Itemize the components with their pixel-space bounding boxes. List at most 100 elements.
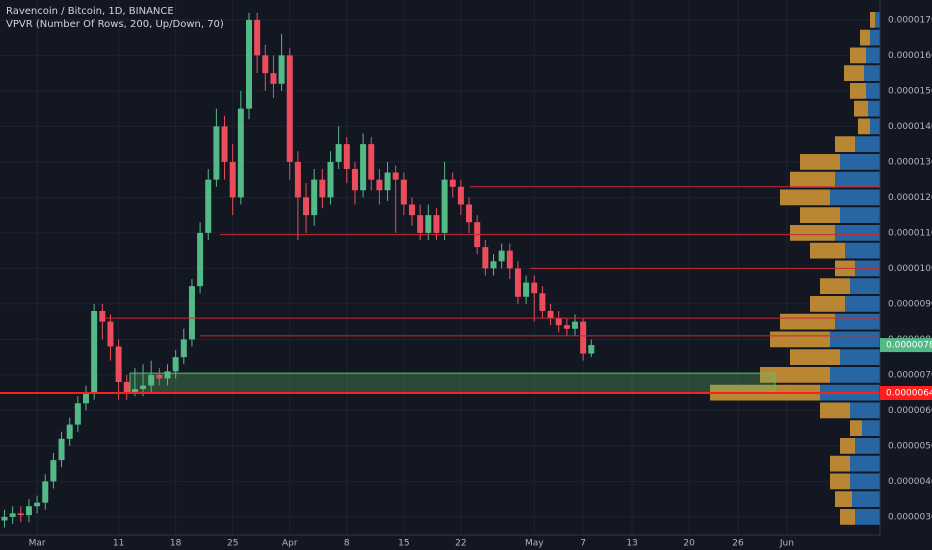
candle-body	[286, 55, 293, 162]
profile-down	[810, 242, 845, 259]
candle-body	[131, 389, 138, 393]
profile-down	[800, 154, 840, 170]
candle-body	[254, 19, 261, 56]
x-tick-label: 18	[170, 539, 182, 549]
candle-body	[506, 250, 513, 269]
profile-up	[866, 83, 880, 99]
candle-body	[588, 345, 595, 354]
profile-up	[868, 100, 880, 117]
price-tag-label: 0.00000649	[886, 388, 932, 398]
y-tick-label: 0.00001100	[888, 228, 932, 238]
y-tick-label: 0.00001200	[888, 193, 932, 203]
profile-up	[835, 225, 880, 241]
candle-body	[34, 502, 41, 507]
candle-body	[74, 403, 81, 425]
candle-body	[172, 357, 179, 372]
profile-down	[850, 47, 866, 64]
candle-body	[148, 374, 155, 386]
candle-body	[123, 381, 130, 393]
profile-down	[835, 491, 852, 508]
candle-body	[91, 310, 98, 393]
x-tick-label: 25	[227, 539, 238, 549]
profile-up	[850, 455, 880, 472]
candle-body	[311, 179, 318, 216]
x-tick-label: 7	[580, 539, 586, 549]
y-tick-label: 0.00000900	[888, 299, 932, 309]
candle-body	[433, 215, 440, 233]
profile-up	[830, 189, 880, 206]
candle-body	[140, 385, 147, 390]
profile-down	[820, 402, 850, 419]
candle-body	[9, 513, 16, 517]
profile-down	[835, 136, 855, 153]
profile-down	[870, 12, 875, 28]
candle-body	[164, 371, 171, 379]
candle-body	[188, 286, 195, 340]
profile-down	[840, 509, 855, 525]
profile-up	[850, 278, 880, 295]
profile-down	[790, 171, 835, 188]
candle-body	[531, 282, 538, 294]
candle-body	[58, 438, 65, 461]
candle-body	[392, 172, 399, 180]
x-tick-label: Apr	[282, 539, 298, 549]
profile-down	[860, 29, 870, 46]
profile-up	[852, 491, 880, 508]
profile-up	[845, 242, 880, 259]
candle-body	[1, 516, 8, 521]
candle-body	[278, 55, 285, 84]
y-tick-label: 0.00000500	[888, 441, 932, 451]
candle-body	[262, 55, 269, 74]
candle-body	[523, 282, 530, 297]
profile-up	[862, 420, 880, 437]
profile-up	[864, 65, 880, 82]
profile-down	[820, 278, 850, 295]
profile-up	[866, 47, 880, 64]
price-tag-label: 0.00000784	[886, 341, 932, 351]
profile-down	[810, 296, 845, 312]
profile-down	[830, 473, 850, 490]
profile-up	[850, 473, 880, 490]
x-tick-label: Jun	[779, 539, 794, 549]
x-tick-label: 11	[113, 539, 124, 549]
candle-body	[197, 232, 204, 287]
candle-body	[490, 261, 497, 269]
candle-body	[66, 424, 73, 439]
y-tick-label: 0.00001300	[888, 157, 932, 167]
candle-body	[376, 179, 383, 191]
indicator-label: VPVR (Number Of Rows, 200, Up/Down, 70)	[6, 19, 224, 30]
profile-up	[830, 331, 880, 348]
profile-up	[840, 154, 880, 170]
profile-down	[830, 455, 850, 472]
profile-down	[760, 367, 830, 383]
candle-body	[400, 179, 407, 205]
candle-body	[498, 250, 505, 262]
candle-body	[237, 108, 244, 198]
profile-down	[844, 65, 864, 82]
chart-title: Ravencoin / Bitcoin, 1D, BINANCE	[6, 6, 174, 17]
profile-up	[835, 171, 880, 188]
candle-body	[180, 339, 187, 358]
x-tick-label: 26	[732, 539, 744, 549]
candle-body	[425, 215, 432, 233]
candle-body	[17, 513, 24, 516]
candle-body	[457, 186, 464, 205]
y-tick-label: 0.00000300	[888, 512, 932, 522]
profile-down	[780, 313, 835, 330]
candle-body	[50, 460, 57, 482]
candle-body	[205, 179, 212, 233]
profile-down	[858, 118, 870, 135]
profile-down	[840, 438, 855, 454]
candle-body	[360, 144, 367, 191]
price-tag	[880, 338, 932, 353]
candle-body	[294, 161, 301, 198]
profile-down	[800, 207, 840, 224]
candle-body	[229, 161, 236, 198]
candle-body	[99, 310, 106, 322]
zone	[129, 372, 776, 394]
candle-body	[555, 318, 562, 326]
candle-body	[384, 172, 391, 191]
profile-down	[854, 100, 868, 117]
candle-body	[213, 126, 220, 180]
